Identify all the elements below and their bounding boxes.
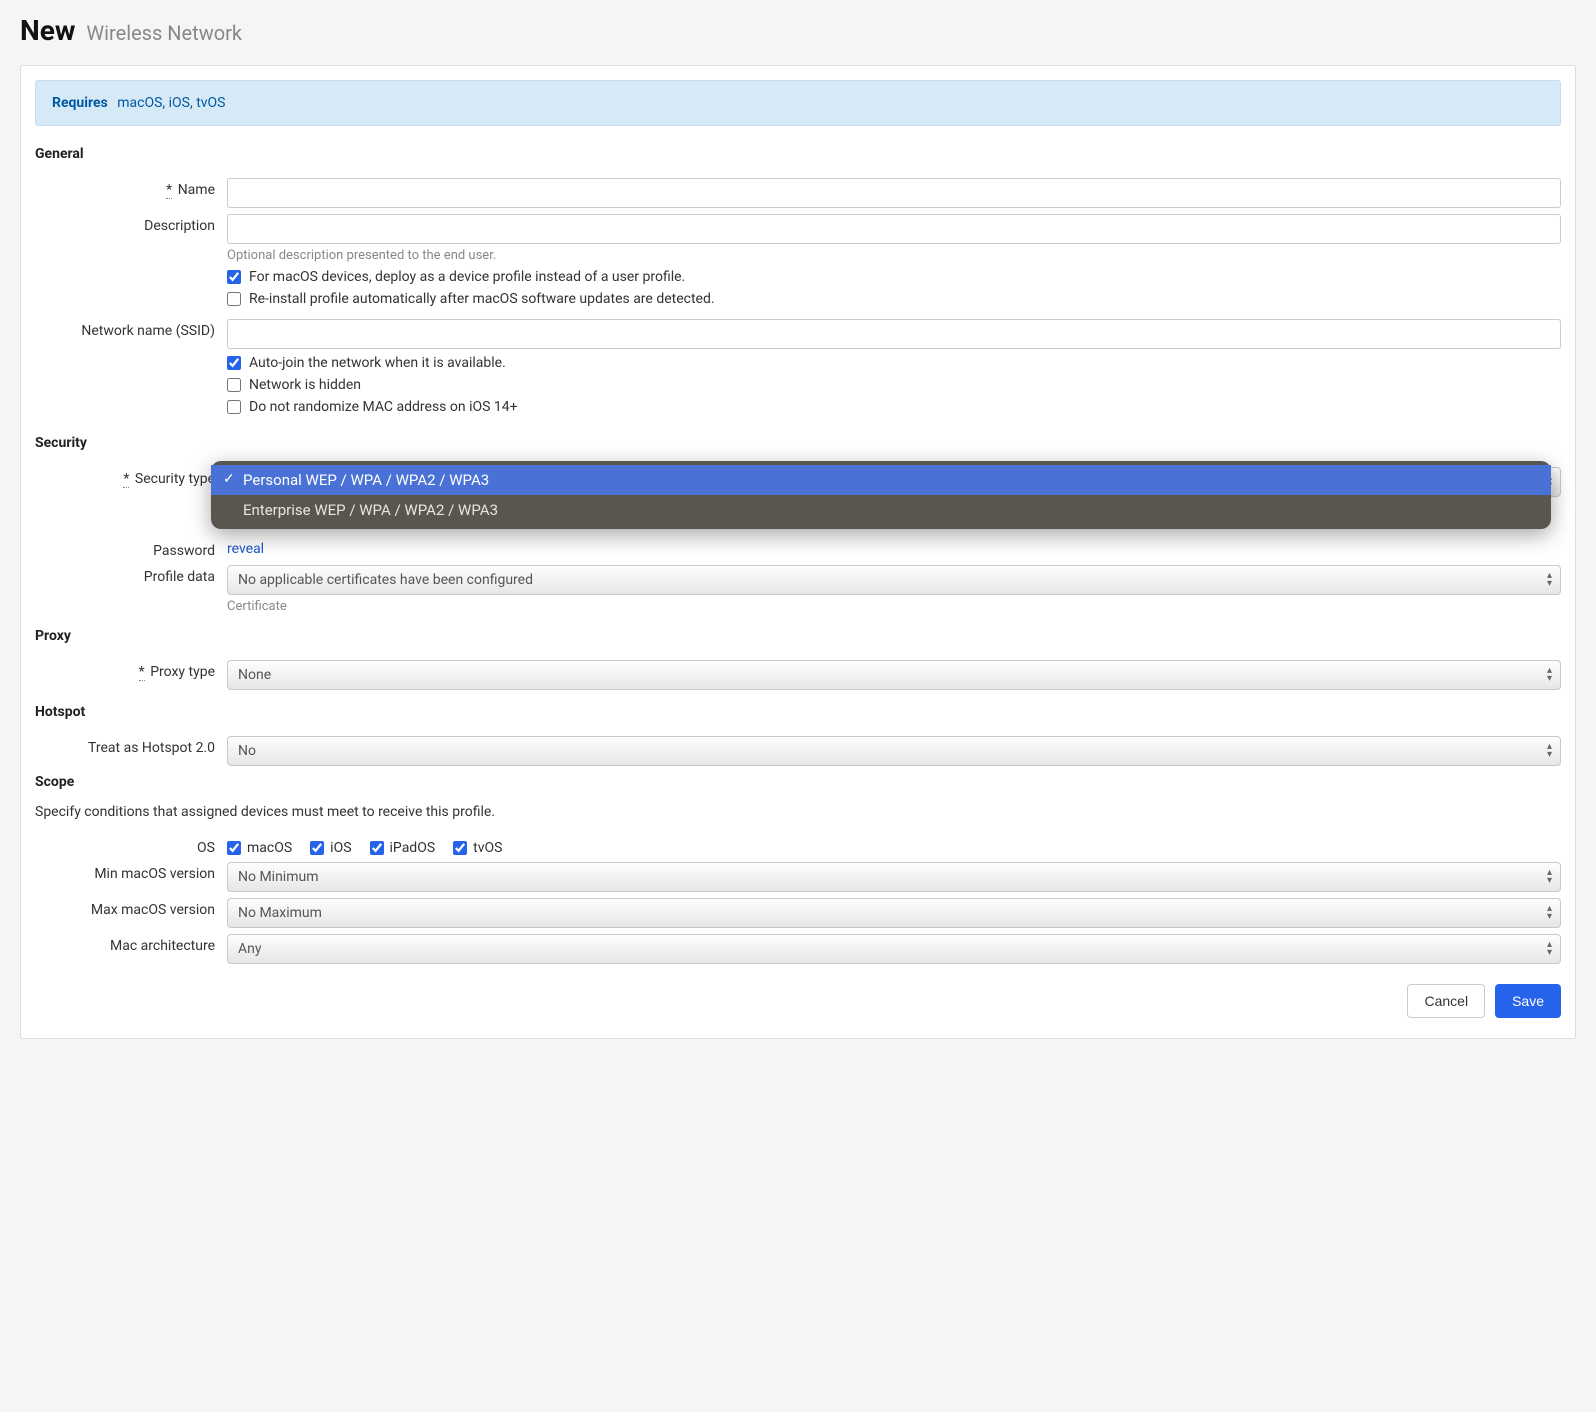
- mac-arch-value: Any: [238, 941, 262, 957]
- chevron-updown-icon: ▴▾: [1547, 743, 1552, 759]
- security-option-personal[interactable]: Personal WEP / WPA / WPA2 / WPA3: [211, 465, 1551, 495]
- section-proxy: Proxy: [35, 628, 1561, 644]
- min-macos-value: No Minimum: [238, 869, 318, 885]
- reinstall-label: Re-install profile automatically after m…: [249, 291, 715, 307]
- os-checks: macOS iOS iPadOS tvOS: [227, 836, 1561, 856]
- page-title-prefix: New: [20, 14, 75, 47]
- section-general: General: [35, 146, 1561, 162]
- os-tvos-checkbox[interactable]: [453, 841, 467, 855]
- mac-arch-label: Mac architecture: [35, 932, 227, 954]
- autojoin-checkbox[interactable]: [227, 356, 241, 370]
- chevron-updown-icon: ▴▾: [1547, 667, 1552, 683]
- save-button[interactable]: Save: [1495, 984, 1561, 1018]
- requires-label: Requires: [52, 95, 108, 111]
- os-macos-checkbox[interactable]: [227, 841, 241, 855]
- name-label: * Name: [35, 176, 227, 198]
- reinstall-checkbox[interactable]: [227, 292, 241, 306]
- form-card: Requires macOS, iOS, tvOS General * Name…: [20, 65, 1576, 1039]
- hidden-label: Network is hidden: [249, 377, 361, 393]
- device-profile-label: For macOS devices, deploy as a device pr…: [249, 269, 685, 285]
- page-title: New Wireless Network: [20, 14, 1576, 47]
- os-ios-checkbox[interactable]: [310, 841, 324, 855]
- profile-data-value: No applicable certificates have been con…: [238, 572, 533, 588]
- max-macos-select[interactable]: No Maximum ▴▾: [227, 898, 1561, 928]
- password-label: Password: [35, 537, 227, 559]
- autojoin-label: Auto-join the network when it is availab…: [249, 355, 506, 371]
- requires-platforms: macOS, iOS, tvOS: [117, 95, 225, 111]
- proxy-type-select[interactable]: None ▴▾: [227, 660, 1561, 690]
- os-label: OS: [35, 834, 227, 856]
- description-input[interactable]: [227, 214, 1561, 244]
- os-ipados-checkbox[interactable]: [370, 841, 384, 855]
- max-macos-label: Max macOS version: [35, 896, 227, 918]
- requires-banner: Requires macOS, iOS, tvOS: [35, 80, 1561, 126]
- section-scope: Scope: [35, 774, 1561, 790]
- section-hotspot: Hotspot: [35, 704, 1561, 720]
- hidden-checkbox[interactable]: [227, 378, 241, 392]
- ssid-input[interactable]: [227, 319, 1561, 349]
- min-macos-select[interactable]: No Minimum ▴▾: [227, 862, 1561, 892]
- ssid-label: Network name (SSID): [35, 317, 227, 339]
- hotspot-value: No: [238, 743, 256, 759]
- scope-description: Specify conditions that assigned devices…: [35, 804, 1561, 820]
- security-option-enterprise[interactable]: Enterprise WEP / WPA / WPA2 / WPA3: [211, 495, 1551, 525]
- profile-data-select[interactable]: No applicable certificates have been con…: [227, 565, 1561, 595]
- hotspot-select[interactable]: No ▴▾: [227, 736, 1561, 766]
- profile-data-help: Certificate: [227, 599, 1561, 614]
- min-macos-label: Min macOS version: [35, 860, 227, 882]
- description-label: Description: [35, 212, 227, 234]
- profile-data-label: Profile data: [35, 563, 227, 585]
- device-profile-checkbox[interactable]: [227, 270, 241, 284]
- max-macos-value: No Maximum: [238, 905, 322, 921]
- chevron-updown-icon: ▴▾: [1547, 572, 1552, 588]
- mac-arch-select[interactable]: Any ▴▾: [227, 934, 1561, 964]
- footer-buttons: Cancel Save: [35, 984, 1561, 1018]
- chevron-updown-icon: ▴▾: [1547, 941, 1552, 957]
- security-type-dropdown[interactable]: Personal WEP / WPA / WPA2 / WPA3 Enterpr…: [211, 461, 1551, 529]
- description-help: Optional description presented to the en…: [227, 248, 1561, 263]
- section-security: Security: [35, 435, 1561, 451]
- proxy-type-label: * Proxy type: [35, 658, 227, 680]
- hotspot-label: Treat as Hotspot 2.0: [35, 734, 227, 756]
- cancel-button[interactable]: Cancel: [1407, 984, 1485, 1018]
- reveal-link[interactable]: reveal: [227, 541, 264, 557]
- page-title-suffix: Wireless Network: [86, 21, 242, 45]
- chevron-updown-icon: ▴▾: [1547, 869, 1552, 885]
- chevron-updown-icon: ▴▾: [1547, 905, 1552, 921]
- proxy-type-value: None: [238, 667, 271, 683]
- security-type-label: * Security type: [35, 465, 227, 487]
- no-randomize-label: Do not randomize MAC address on iOS 14+: [249, 399, 518, 415]
- no-randomize-checkbox[interactable]: [227, 400, 241, 414]
- name-input[interactable]: [227, 178, 1561, 208]
